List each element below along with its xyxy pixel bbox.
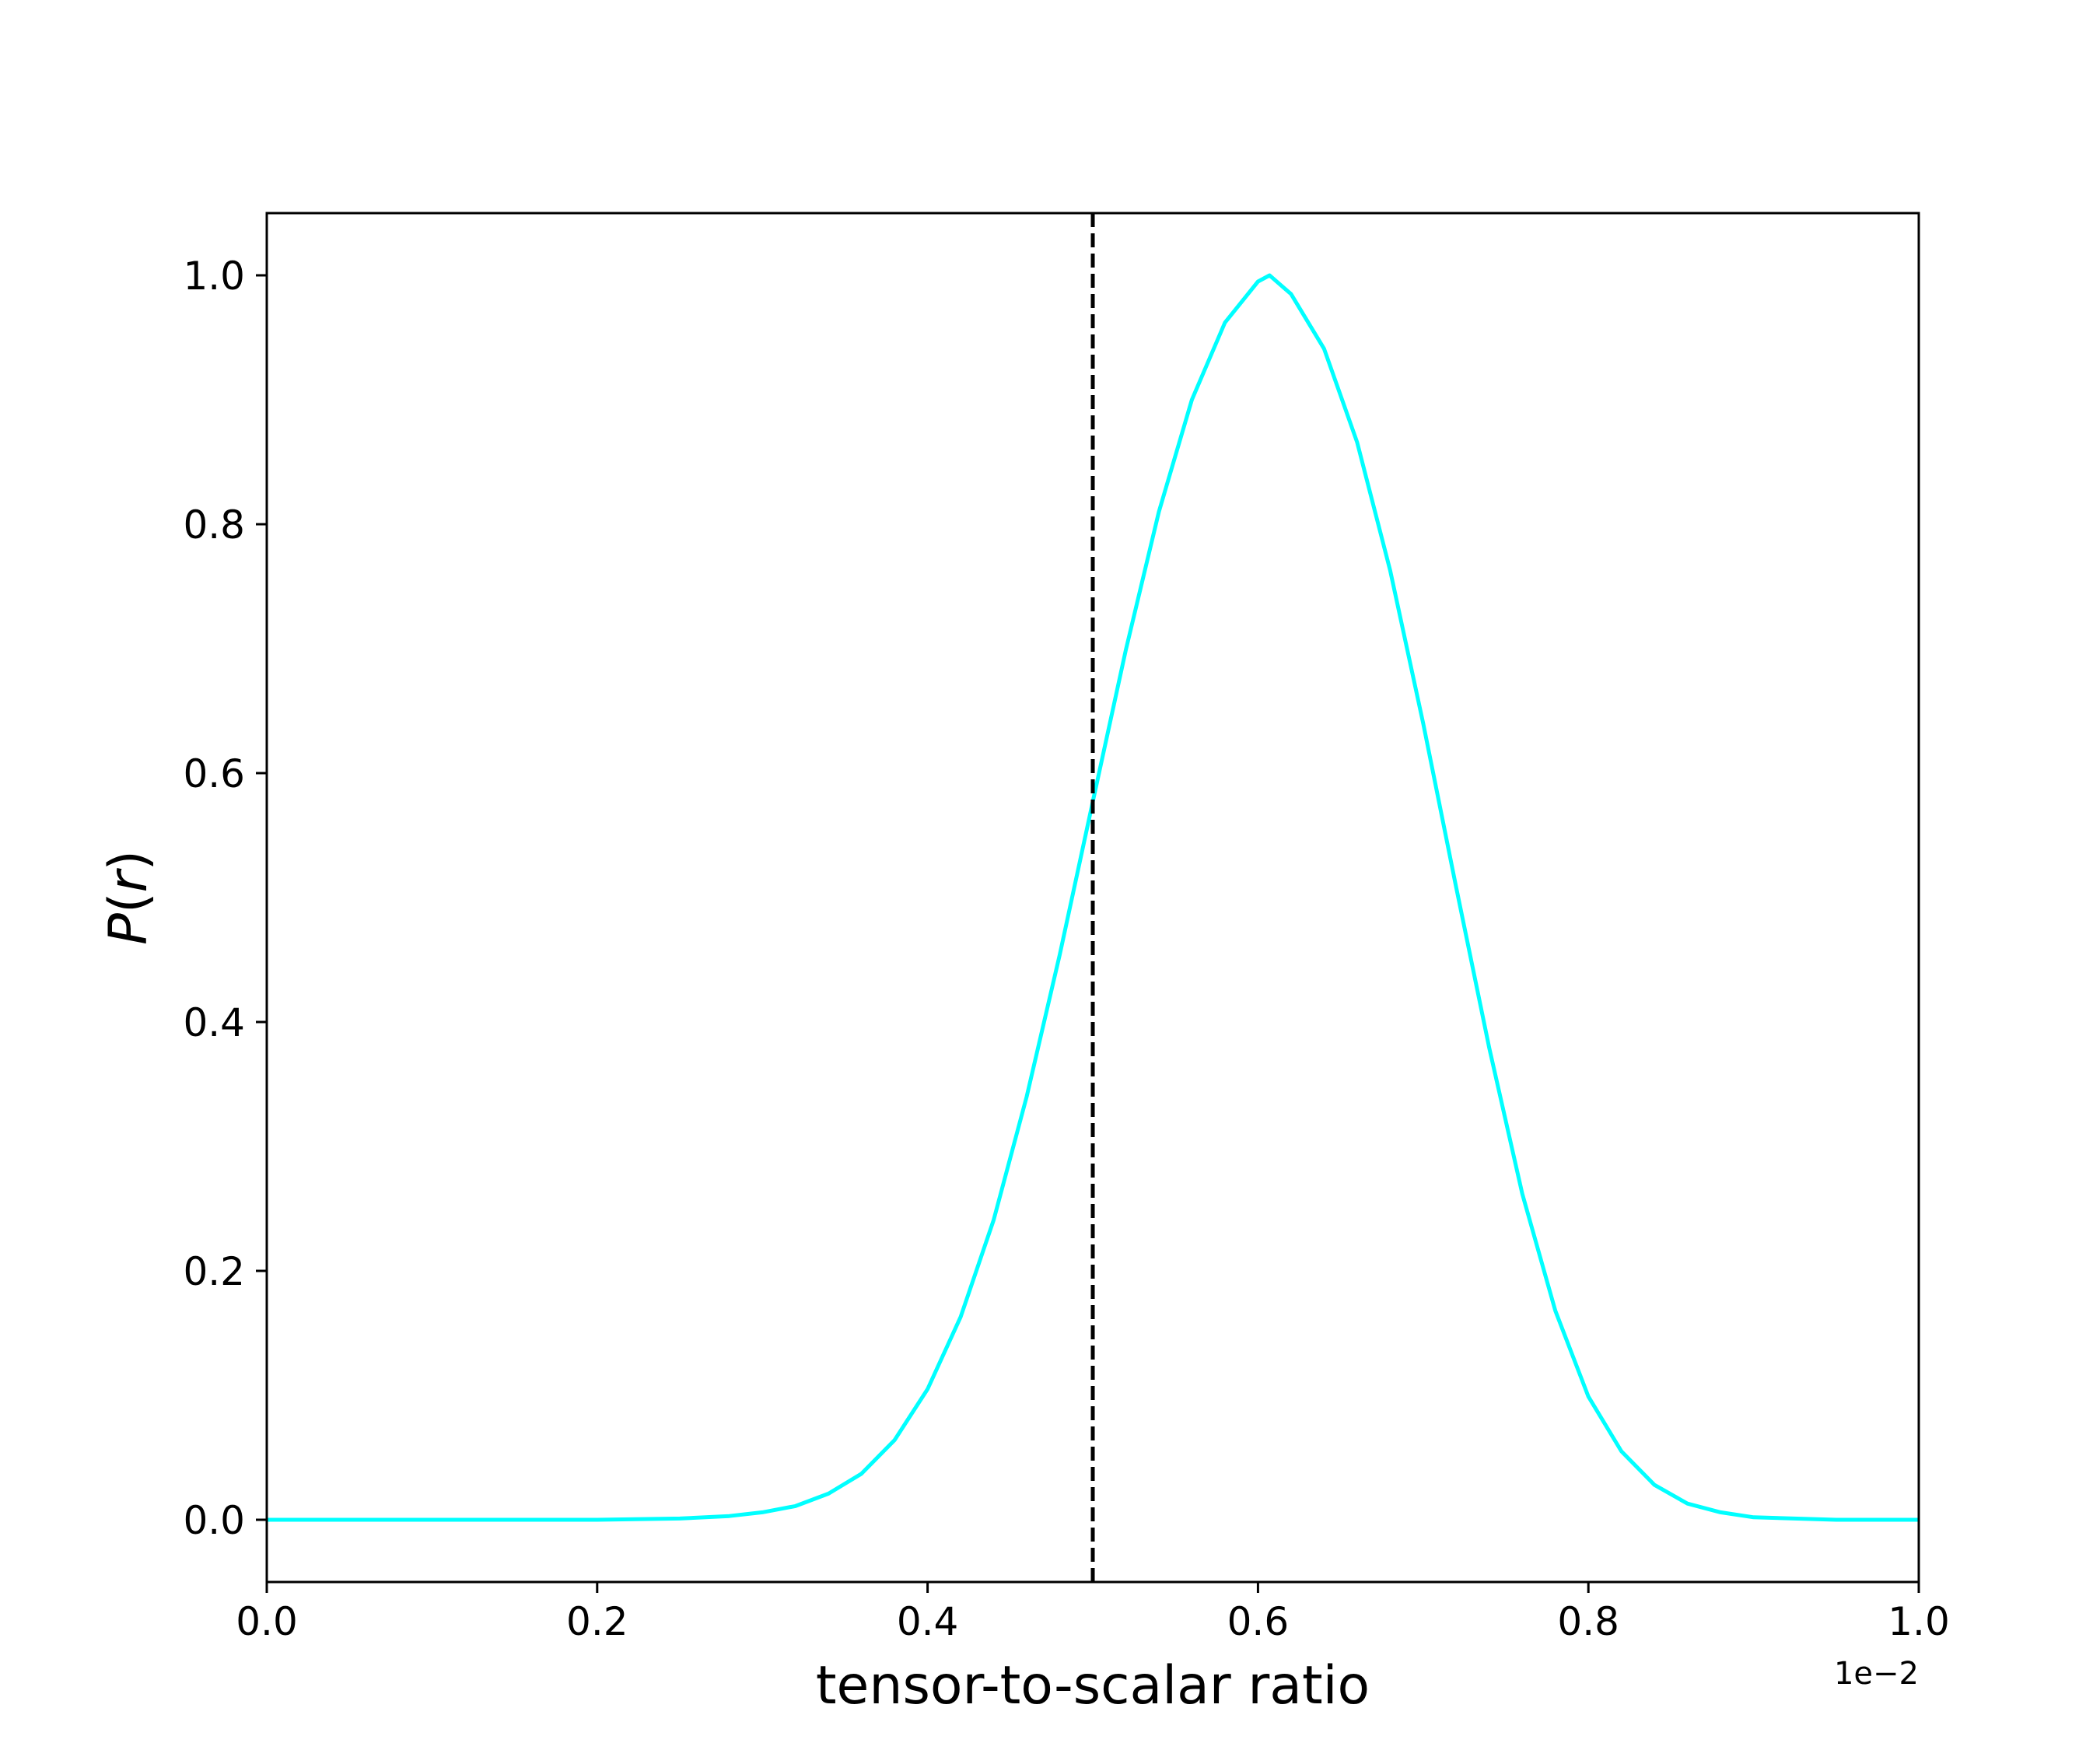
y-tick-label: 1.0 [183, 254, 245, 299]
x-tick-label: 0.4 [897, 1599, 959, 1644]
x-tick-label: 0.8 [1557, 1599, 1619, 1644]
x-tick-label: 0.2 [566, 1599, 628, 1644]
y-axis: 0.0 0.2 0.4 0.6 0.8 1.0 [183, 254, 267, 1543]
x-axis-offset-label: 1e−2 [1834, 1656, 1919, 1692]
x-tick-label: 1.0 [1888, 1599, 1950, 1644]
y-tick-label: 0.2 [183, 1249, 245, 1294]
y-tick-label: 0.4 [183, 1000, 245, 1045]
y-tick-label: 0.0 [183, 1498, 245, 1543]
y-axis-title-open: ( [98, 892, 159, 913]
x-tick-label: 0.6 [1227, 1599, 1290, 1644]
y-axis-title-close: ) [98, 850, 159, 871]
y-tick-label: 0.8 [183, 502, 245, 548]
x-tick-label: 0.0 [236, 1599, 298, 1644]
y-axis-title: P(r) [98, 850, 159, 945]
x-axis: 0.0 0.2 0.4 0.6 0.8 1.0 [236, 1582, 1950, 1644]
series-line-0 [267, 273, 1919, 1522]
plot-area [267, 213, 1919, 1582]
axes-frame [265, 212, 1920, 1584]
y-axis-title-var: P [98, 913, 159, 945]
x-axis-title: tensor-to-scalar ratio [816, 1655, 1370, 1717]
y-tick-label: 0.6 [183, 751, 245, 796]
y-axis-title-arg: r [98, 867, 159, 892]
